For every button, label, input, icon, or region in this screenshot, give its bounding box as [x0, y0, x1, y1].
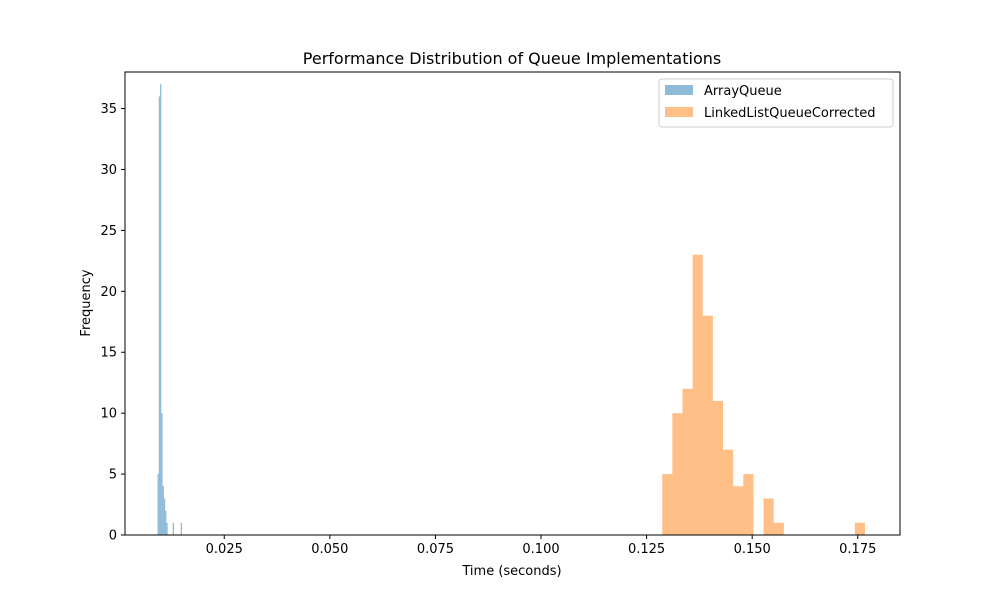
histogram-bar: [163, 498, 166, 535]
histogram-bar: [161, 413, 163, 535]
histogram-bar: [763, 498, 774, 535]
legend: ArrayQueue LinkedListQueueCorrected: [658, 78, 894, 128]
legend-box: [658, 78, 894, 128]
y-tick-label: 30: [100, 163, 117, 178]
histogram-bar: [662, 474, 673, 535]
y-tick-label: 5: [109, 468, 117, 483]
histogram-bar: [692, 254, 703, 535]
x-tick-label: 0.100: [522, 542, 559, 557]
histogram-bar: [165, 510, 167, 535]
legend-swatch: [665, 85, 693, 95]
y-axis-label: Frequency: [79, 269, 94, 336]
histogram-bar: [162, 486, 164, 535]
legend-swatch: [665, 107, 693, 117]
x-tick-label: 0.075: [417, 542, 454, 557]
histogram-bar: [157, 474, 159, 535]
y-tick-label: 35: [100, 102, 117, 117]
x-axis-label: Time (seconds): [461, 564, 561, 579]
x-tick-label: 0.050: [311, 542, 348, 557]
y-tick-label: 25: [100, 224, 117, 239]
histogram-bar: [682, 388, 693, 535]
series-0: [157, 84, 183, 536]
series-1: [662, 254, 865, 535]
histogram-bar: [166, 522, 168, 535]
histogram-bar: [773, 522, 784, 535]
histogram-bar: [158, 96, 161, 536]
histogram-bar: [672, 413, 683, 535]
x-tick-label: 0.025: [206, 542, 243, 557]
x-tick-label: 0.175: [839, 542, 876, 557]
y-tick-label: 0: [109, 529, 117, 544]
y-tick-label: 15: [100, 346, 117, 361]
histogram-bar: [733, 486, 744, 535]
histogram-bar: [180, 522, 183, 535]
histogram-bar: [854, 522, 865, 535]
histogram-bar: [160, 84, 162, 536]
histogram-bar: [712, 400, 724, 535]
histogram-bar: [702, 315, 713, 535]
y-tick-label: 10: [100, 407, 117, 422]
plot-area: [157, 84, 865, 536]
x-tick-label: 0.125: [628, 542, 665, 557]
chart-title: Performance Distribution of Queue Implem…: [303, 49, 721, 68]
histogram-bar: [723, 449, 734, 535]
histogram-bar: [743, 474, 754, 535]
axes-frame: [124, 71, 901, 536]
x-axis: 0.025 0.050 0.075 0.100 0.125 0.150 0.175: [206, 535, 876, 557]
y-axis: 0 5 10 15 20 25 30 35: [100, 102, 125, 544]
legend-label: ArrayQueue: [704, 84, 782, 99]
histogram-bar: [172, 522, 174, 535]
legend-label: LinkedListQueueCorrected: [704, 106, 876, 121]
y-tick-label: 20: [100, 285, 117, 300]
x-tick-label: 0.150: [734, 542, 771, 557]
